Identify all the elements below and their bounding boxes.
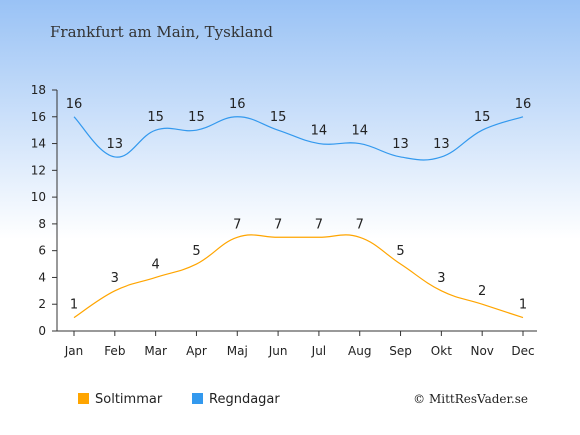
y-tick-label: 10 [31,190,46,204]
chart-title: Frankfurt am Main, Tyskland [50,23,273,41]
x-tick-label: Jul [311,344,326,358]
x-tick-label: Jan [64,344,84,358]
x-tick-label: Nov [470,344,493,358]
y-tick-label: 6 [38,244,46,258]
data-label-regndagar: 16 [229,97,246,112]
x-tick-label: Maj [227,344,248,358]
data-label-soltimmar: 3 [437,271,445,286]
data-label-regndagar: 14 [351,124,368,139]
series-layer [73,116,524,319]
data-label-soltimmar: 7 [356,217,364,232]
data-label-regndagar: 13 [433,137,450,152]
x-tick-label: Sep [389,344,412,358]
data-label-soltimmar: 1 [519,298,527,313]
data-label-regndagar: 15 [270,110,287,125]
data-label-regndagar: 15 [147,110,164,125]
y-tick-label: 18 [31,83,46,97]
x-tick-label: Jun [268,344,288,358]
data-label-regndagar: 14 [311,124,328,139]
data-label-soltimmar: 2 [478,284,486,299]
x-tick-label: Dec [511,344,534,358]
data-label-soltimmar: 5 [396,244,404,259]
y-tick-label: 0 [38,324,46,338]
legend-swatch-regndagar [192,393,203,404]
y-tick-label: 12 [31,163,46,177]
legend: Soltimmar Regndagar [78,392,280,407]
data-label-soltimmar: 1 [70,298,78,313]
credit-text: © MittResVader.se [413,392,528,406]
data-label-soltimmar: 7 [274,217,282,232]
series-line-soltimmar [73,234,524,319]
legend-label-regndagar: Regndagar [209,392,280,407]
data-label-soltimmar: 3 [111,271,119,286]
x-tick-label: Aug [348,344,371,358]
legend-label-soltimmar: Soltimmar [95,392,163,407]
x-tick-label: Apr [186,344,207,358]
y-tick-label: 4 [38,270,46,284]
data-label-regndagar: 16 [515,97,532,112]
y-tick-label: 14 [31,137,46,151]
x-tick-label: Feb [104,344,125,358]
y-tick-label: 2 [38,297,46,311]
data-label-regndagar: 15 [188,110,205,125]
data-label-soltimmar: 7 [233,217,241,232]
y-tick-label: 16 [31,110,46,124]
x-tick-label: Mar [144,344,167,358]
data-label-soltimmar: 7 [315,217,323,232]
data-label-regndagar: 13 [107,137,124,152]
y-tick-label: 8 [38,217,46,231]
legend-swatch-soltimmar [78,393,89,404]
data-label-soltimmar: 4 [151,257,159,272]
data-label-regndagar: 15 [474,110,491,125]
x-tick-label: Okt [431,344,452,358]
series-line-regndagar [73,116,524,161]
data-label-regndagar: 16 [66,97,83,112]
data-label-soltimmar: 5 [192,244,200,259]
data-label-regndagar: 13 [392,137,409,152]
